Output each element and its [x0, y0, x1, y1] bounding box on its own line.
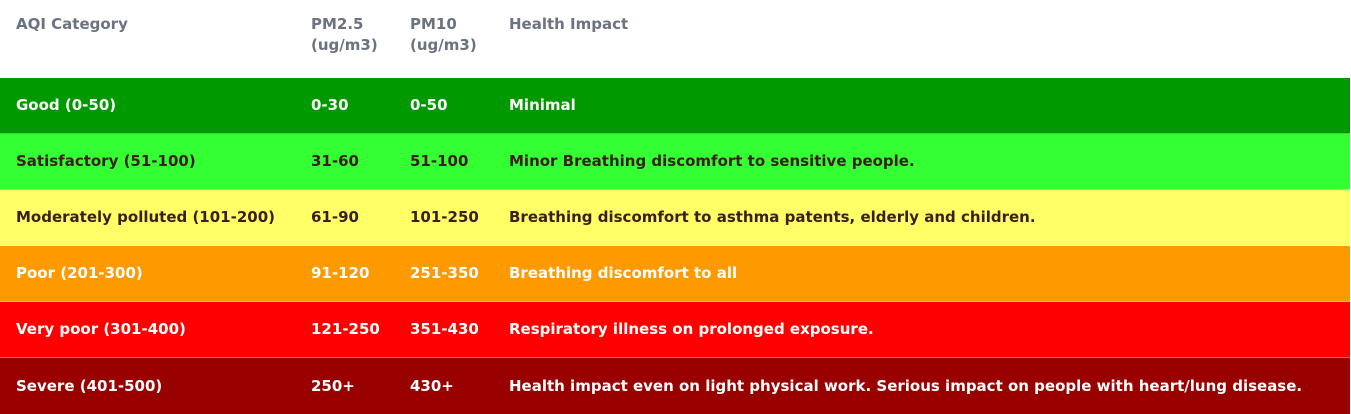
health-impact-cell: Health impact even on light physical wor… — [509, 376, 1303, 395]
health-impact-cell: Breathing discomfort to asthma patents, … — [509, 208, 1036, 226]
pm25-cell: 0-30 — [311, 96, 349, 114]
pm25-cell: 91-120 — [311, 264, 370, 282]
header-health-impact: Health Impact — [509, 15, 629, 33]
aqi-category-cell: Poor (201-300) — [16, 264, 143, 282]
table-row-poor: Poor (201-300) 91-120 251-350 Breathing … — [0, 246, 1350, 302]
pm10-cell: 251-350 — [410, 264, 479, 282]
table-row-severe: Severe (401-500) 250+ 430+ Health impact… — [0, 358, 1350, 414]
health-impact-cell: Minimal — [509, 96, 576, 114]
pm25-cell: 61-90 — [311, 208, 359, 226]
table-row-very-poor: Very poor (301-400) 121-250 351-430 Resp… — [0, 302, 1350, 358]
header-pm10: PM10 (ug/m3) — [410, 15, 477, 54]
table-header-row: AQI Category PM2.5 (ug/m3) PM10 (ug/m3) … — [0, 0, 1350, 78]
pm10-cell: 0-50 — [410, 96, 448, 114]
pm25-cell: 250+ — [311, 376, 355, 395]
aqi-category-cell: Good (0-50) — [16, 96, 117, 114]
pm10-cell: 101-250 — [410, 208, 479, 226]
header-aqi-category: AQI Category — [16, 15, 128, 33]
health-impact-cell: Respiratory illness on prolonged exposur… — [509, 320, 874, 338]
table-row-good: Good (0-50) 0-30 0-50 Minimal — [0, 78, 1350, 134]
aqi-category-cell: Severe (401-500) — [16, 376, 163, 395]
pm25-cell: 31-60 — [311, 152, 359, 170]
aqi-category-cell: Very poor (301-400) — [16, 320, 186, 338]
pm25-cell: 121-250 — [311, 320, 380, 338]
table-row-satisfactory: Satisfactory (51-100) 31-60 51-100 Minor… — [0, 134, 1350, 190]
health-impact-cell: Breathing discomfort to all — [509, 264, 738, 282]
aqi-category-cell: Moderately polluted (101-200) — [16, 208, 276, 226]
pm10-cell: 51-100 — [410, 152, 469, 170]
aqi-category-cell: Satisfactory (51-100) — [16, 152, 196, 170]
header-pm25: PM2.5 (ug/m3) — [311, 15, 378, 54]
pm10-cell: 430+ — [410, 376, 454, 395]
table-row-moderately-polluted: Moderately polluted (101-200) 61-90 101-… — [0, 190, 1350, 246]
pm10-cell: 351-430 — [410, 320, 479, 338]
health-impact-cell: Minor Breathing discomfort to sensitive … — [509, 152, 915, 170]
